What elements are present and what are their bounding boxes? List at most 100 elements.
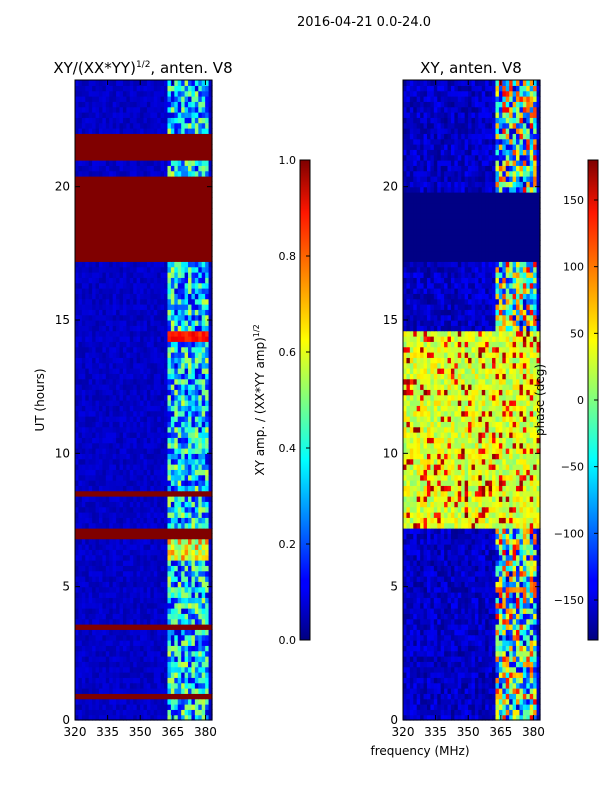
amplitude-cell	[95, 362, 100, 369]
amplitude-cell	[164, 314, 169, 321]
amplitude-cell	[122, 656, 127, 662]
amplitude-cell	[146, 389, 151, 396]
amplitude-cell	[119, 112, 124, 118]
amplitude-cell	[126, 517, 131, 524]
amplitude-cell	[119, 624, 124, 630]
amplitude-cell	[88, 597, 93, 604]
amplitude-cell	[174, 474, 179, 481]
amplitude-cell	[177, 272, 182, 278]
amplitude-cell	[170, 410, 175, 417]
amplitude-cell	[177, 117, 182, 124]
amplitude-cell	[81, 613, 86, 620]
amplitude-cell	[181, 549, 186, 556]
amplitude-cell	[174, 378, 179, 385]
amplitude-cell	[181, 661, 186, 668]
amplitude-cell	[198, 368, 203, 374]
amplitude-cell	[133, 256, 138, 262]
amplitude-cell	[184, 298, 189, 305]
amplitude-cell	[85, 266, 90, 273]
amplitude-cell	[198, 645, 203, 652]
amplitude-cell	[194, 496, 199, 502]
amplitude-cell	[98, 272, 103, 278]
amplitude-cell	[164, 160, 169, 166]
amplitude-cell	[75, 629, 80, 636]
amplitude-cell	[95, 421, 100, 428]
amplitude-x-tick-label: 320	[64, 725, 87, 739]
amplitude-cell	[205, 421, 210, 428]
amplitude-cell	[164, 138, 169, 145]
amplitude-cell	[160, 458, 165, 465]
amplitude-cell	[140, 634, 145, 641]
amplitude-cell	[188, 85, 193, 92]
amplitude-cell	[102, 410, 107, 417]
amplitude-cell	[174, 90, 179, 97]
amplitude-cell	[85, 458, 90, 465]
amplitude-cell	[208, 666, 213, 673]
amplitude-cell	[126, 309, 131, 316]
amplitude-cell	[194, 176, 199, 182]
amplitude-cell	[122, 112, 127, 118]
amplitude-cell	[126, 229, 131, 236]
amplitude-cell	[157, 485, 162, 492]
amplitude-cell	[160, 570, 165, 577]
amplitude-cell	[105, 549, 110, 556]
amplitude-cell	[136, 181, 141, 188]
amplitude-cell	[116, 181, 121, 188]
amplitude-cell	[174, 234, 179, 241]
amplitude-cell	[170, 389, 175, 396]
amplitude-cell	[146, 218, 151, 225]
amplitude-cell	[112, 714, 117, 721]
amplitude-cell	[160, 325, 165, 332]
amplitude-cell	[198, 597, 203, 604]
amplitude-cell	[88, 362, 93, 369]
phase-cell	[461, 698, 466, 705]
amplitude-cell	[95, 261, 100, 268]
amplitude-cell	[92, 213, 97, 220]
amplitude-cell	[208, 293, 213, 300]
amplitude-cell	[208, 384, 213, 390]
amplitude-cell	[153, 176, 158, 182]
amplitude-cell	[98, 325, 103, 332]
amplitude-cell	[98, 565, 103, 572]
amplitude-cell	[146, 704, 151, 710]
amplitude-cell	[146, 410, 151, 417]
amplitude-cell	[184, 362, 189, 369]
amplitude-cell	[184, 480, 189, 486]
phase-cell	[406, 709, 411, 716]
amplitude-cell	[181, 160, 186, 166]
amplitude-cell	[98, 512, 103, 518]
amplitude-cell	[85, 261, 90, 268]
amplitude-cell	[116, 144, 121, 150]
amplitude-cell	[126, 677, 131, 684]
amplitude-cell	[170, 277, 175, 284]
amplitude-cell	[150, 373, 155, 380]
amplitude-cell	[201, 234, 206, 241]
amplitude-cell	[112, 549, 117, 556]
amplitude-cell	[153, 512, 158, 518]
amplitude-cell	[78, 496, 83, 502]
amplitude-cell	[188, 378, 193, 385]
amplitude-cell	[92, 522, 97, 529]
amplitude-cell	[143, 682, 148, 689]
amplitude-cell	[78, 192, 83, 198]
amplitude-cell	[112, 485, 117, 492]
amplitude-cell	[194, 373, 199, 380]
amplitude-cell	[126, 170, 131, 177]
amplitude-cell	[157, 474, 162, 481]
amplitude-cell	[174, 640, 179, 646]
amplitude-cell	[143, 714, 148, 721]
amplitude-cell	[136, 176, 141, 182]
amplitude-cell	[75, 272, 80, 278]
amplitude-cell	[116, 234, 121, 241]
amplitude-cell	[184, 613, 189, 620]
amplitude-cell	[150, 581, 155, 588]
amplitude-cell	[205, 432, 210, 438]
amplitude-cell	[109, 709, 114, 716]
amplitude-cell	[126, 522, 131, 529]
amplitude-cell	[170, 437, 175, 444]
amplitude-cell	[167, 192, 172, 198]
amplitude-cell	[112, 538, 117, 545]
amplitude-cell	[98, 117, 103, 124]
amplitude-cell	[126, 176, 131, 182]
amplitude-cell	[160, 480, 165, 486]
